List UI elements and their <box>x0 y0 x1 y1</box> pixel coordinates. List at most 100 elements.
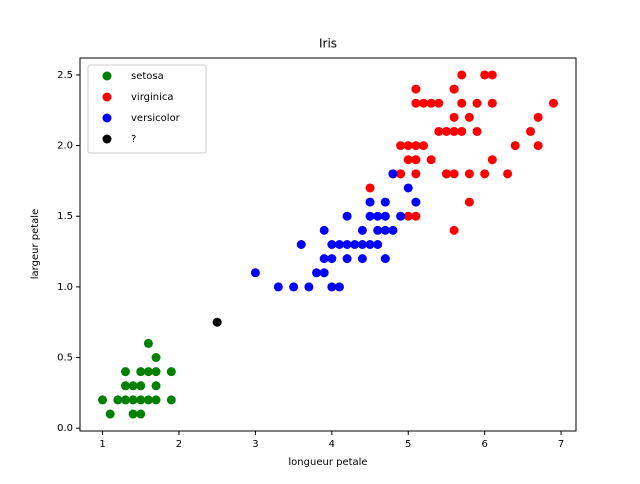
point <box>350 240 360 249</box>
point <box>120 381 130 391</box>
point <box>342 211 352 221</box>
point <box>487 70 497 80</box>
point <box>533 112 543 122</box>
point <box>487 98 497 108</box>
point <box>98 395 108 405</box>
point <box>457 126 467 136</box>
point <box>464 197 474 207</box>
point <box>411 141 421 151</box>
point <box>403 155 413 165</box>
point <box>136 367 146 377</box>
point <box>411 211 421 221</box>
y-axis-label: largeur petale <box>30 209 41 279</box>
point <box>464 169 474 179</box>
point <box>166 395 176 405</box>
point <box>411 98 421 108</box>
point <box>434 126 444 136</box>
point <box>136 409 146 419</box>
point <box>411 84 421 94</box>
point <box>403 141 413 151</box>
point <box>166 367 176 377</box>
point <box>312 268 322 278</box>
x-axis-label: longueur petale <box>288 457 367 468</box>
point <box>480 70 490 80</box>
point <box>380 254 390 264</box>
point <box>319 254 329 264</box>
point <box>457 98 467 108</box>
point <box>396 169 406 179</box>
point <box>403 183 413 193</box>
x-tick-label: 5 <box>405 439 411 450</box>
point <box>151 381 161 391</box>
point <box>273 282 283 292</box>
point <box>449 126 459 136</box>
point <box>419 141 429 151</box>
point <box>548 98 558 108</box>
point <box>357 254 367 264</box>
point <box>327 240 337 249</box>
point <box>250 268 260 278</box>
point <box>113 395 123 405</box>
point <box>289 282 299 292</box>
point <box>136 381 146 391</box>
point <box>128 395 138 405</box>
point <box>449 84 459 94</box>
point <box>411 169 421 179</box>
point <box>128 409 138 419</box>
point <box>388 169 398 179</box>
point <box>526 126 536 136</box>
point <box>143 338 153 348</box>
point <box>319 225 329 235</box>
legend-marker <box>102 113 112 123</box>
point <box>151 395 161 405</box>
point <box>128 381 138 391</box>
y-tick-label: 1.0 <box>57 282 73 293</box>
point <box>503 169 513 179</box>
point <box>373 225 383 235</box>
point <box>334 282 344 292</box>
point <box>342 240 352 249</box>
point <box>151 353 161 363</box>
point <box>441 126 451 136</box>
point <box>357 240 367 249</box>
y-tick-label: 2.0 <box>57 141 73 152</box>
legend-label: versicolor <box>131 113 181 124</box>
point <box>380 197 390 207</box>
point <box>365 183 375 193</box>
point <box>120 367 130 377</box>
point <box>212 317 222 327</box>
point <box>365 240 375 249</box>
point <box>380 225 390 235</box>
point <box>472 126 482 136</box>
x-tick-label: 2 <box>176 439 182 450</box>
axes-frame <box>79 57 577 432</box>
point <box>143 367 153 377</box>
point <box>449 225 459 235</box>
point <box>396 141 406 151</box>
point <box>365 211 375 221</box>
point <box>533 141 543 151</box>
point <box>143 395 153 405</box>
point <box>105 409 115 419</box>
point <box>472 98 482 108</box>
point <box>296 240 306 249</box>
point <box>419 98 429 108</box>
point <box>342 254 352 264</box>
point <box>449 112 459 122</box>
x-tick-label: 1 <box>99 439 105 450</box>
point <box>136 395 146 405</box>
x-tick-label: 6 <box>481 439 487 450</box>
y-tick-label: 1.5 <box>57 211 73 222</box>
legend-label: ? <box>131 134 136 145</box>
x-tick-label: 7 <box>558 439 564 450</box>
legend-marker <box>102 134 112 144</box>
x-tick-label: 3 <box>252 439 258 450</box>
point <box>510 141 520 151</box>
point <box>426 98 436 108</box>
point <box>380 211 390 221</box>
point <box>480 169 490 179</box>
legend-box <box>87 64 207 154</box>
point <box>487 155 497 165</box>
y-tick-label: 0.5 <box>57 353 73 364</box>
